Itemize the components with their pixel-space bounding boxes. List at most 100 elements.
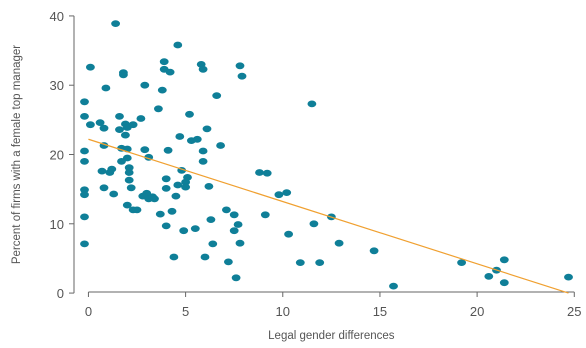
data-point <box>80 213 89 221</box>
data-point <box>155 210 165 218</box>
data-point <box>173 181 183 189</box>
data-point <box>499 256 509 264</box>
data-point <box>484 273 494 280</box>
data-point <box>231 274 241 282</box>
data-point <box>389 282 398 290</box>
data-point <box>157 86 167 94</box>
data-points <box>80 20 573 290</box>
data-point <box>80 113 89 120</box>
data-point <box>185 110 194 118</box>
data-point <box>99 124 109 132</box>
data-point <box>132 206 142 214</box>
data-point <box>198 65 208 73</box>
data-point <box>309 220 319 228</box>
data-point <box>126 184 136 192</box>
data-point <box>192 135 202 143</box>
data-point <box>119 69 128 77</box>
data-point <box>169 253 179 261</box>
data-point <box>235 239 245 247</box>
data-point <box>212 92 222 99</box>
data-point <box>457 259 466 266</box>
data-point <box>202 125 212 133</box>
data-point <box>229 227 239 235</box>
data-point <box>175 133 185 140</box>
data-point <box>161 185 171 192</box>
data-point <box>136 115 146 122</box>
data-point <box>101 84 111 92</box>
data-point <box>140 146 150 154</box>
data-point <box>97 167 107 175</box>
data-point <box>204 183 214 190</box>
data-point <box>161 222 171 230</box>
data-point <box>121 131 130 139</box>
data-point <box>124 164 134 172</box>
y-tick-label: 10 <box>50 217 64 232</box>
trendline <box>88 138 569 294</box>
data-point <box>161 175 171 183</box>
data-point <box>124 169 134 176</box>
data-point <box>165 68 175 76</box>
data-point <box>206 216 216 224</box>
data-point <box>198 158 208 165</box>
data-point <box>499 279 509 287</box>
data-point <box>307 100 317 108</box>
y-ticks: 0 10 20 30 40 <box>50 9 74 301</box>
y-tick-label: 40 <box>50 9 64 24</box>
y-tick-label: 20 <box>50 148 64 163</box>
data-point <box>295 259 305 266</box>
y-tick-label: 30 <box>50 78 64 93</box>
data-point <box>109 190 119 198</box>
data-point <box>86 121 95 129</box>
data-point <box>80 147 89 155</box>
data-point <box>111 20 120 27</box>
data-point <box>274 191 284 199</box>
data-point <box>171 192 181 200</box>
data-point <box>122 201 132 209</box>
data-point <box>122 154 132 162</box>
x-ticks: 0 5 10 15 20 25 <box>85 292 582 319</box>
data-point <box>80 240 89 248</box>
data-point <box>159 58 169 66</box>
data-point <box>181 183 191 191</box>
data-point <box>229 211 239 219</box>
data-point <box>99 184 109 192</box>
data-point <box>255 169 264 176</box>
data-point <box>334 239 344 247</box>
x-tick-label: 15 <box>373 304 387 319</box>
data-point <box>80 191 89 199</box>
data-point <box>80 98 89 106</box>
data-point <box>179 227 189 235</box>
data-point <box>115 126 124 133</box>
data-point <box>260 211 270 219</box>
data-point <box>222 206 231 214</box>
data-point <box>564 273 573 281</box>
data-point <box>198 147 208 155</box>
data-point <box>150 195 159 203</box>
data-point <box>284 230 293 238</box>
data-point <box>315 259 325 266</box>
data-point <box>183 174 192 181</box>
data-point <box>235 62 245 70</box>
x-tick-label: 5 <box>182 304 189 319</box>
data-point <box>154 105 163 113</box>
y-tick-label: 0 <box>57 286 64 301</box>
data-point <box>369 247 379 255</box>
data-point <box>262 169 272 177</box>
data-point <box>216 142 226 149</box>
data-point <box>190 225 200 233</box>
data-point <box>163 146 173 154</box>
data-point <box>200 253 210 261</box>
data-point <box>237 72 247 80</box>
data-point <box>124 176 134 184</box>
data-point <box>95 119 105 126</box>
data-point <box>282 189 292 197</box>
data-point <box>167 207 177 215</box>
x-tick-label: 10 <box>276 304 290 319</box>
data-point <box>115 113 124 120</box>
data-point <box>80 158 89 165</box>
data-point <box>107 165 117 173</box>
x-tick-label: 20 <box>470 304 484 319</box>
data-point <box>173 41 183 49</box>
data-point <box>224 258 233 266</box>
